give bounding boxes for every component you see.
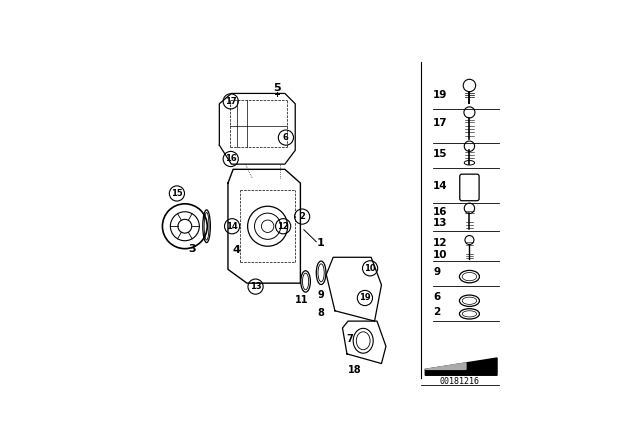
- Text: 6: 6: [283, 133, 289, 142]
- Text: 5: 5: [273, 83, 281, 93]
- Text: 7: 7: [346, 334, 353, 344]
- Text: 4: 4: [233, 246, 241, 255]
- Text: 17: 17: [433, 118, 448, 128]
- Text: 9: 9: [433, 267, 440, 277]
- Text: 18: 18: [348, 366, 362, 375]
- Text: 19: 19: [359, 293, 371, 302]
- Text: 1: 1: [317, 238, 324, 248]
- Text: 13: 13: [433, 219, 448, 228]
- Text: 14: 14: [226, 222, 238, 231]
- Text: 9: 9: [317, 290, 324, 300]
- Text: 12: 12: [433, 238, 448, 249]
- Text: 14: 14: [433, 181, 448, 190]
- Text: 16: 16: [225, 155, 237, 164]
- Text: 13: 13: [250, 282, 261, 291]
- Text: 10: 10: [433, 250, 448, 259]
- Polygon shape: [425, 363, 466, 370]
- Text: 11: 11: [296, 295, 309, 306]
- Text: 19: 19: [433, 90, 447, 100]
- Text: 2: 2: [299, 212, 305, 221]
- Text: 15: 15: [171, 189, 183, 198]
- Text: 16: 16: [433, 207, 448, 217]
- Text: 00181216: 00181216: [440, 377, 480, 386]
- Text: 3: 3: [188, 244, 196, 254]
- Text: 6: 6: [433, 292, 440, 302]
- Text: 12: 12: [277, 222, 289, 231]
- Text: 17: 17: [225, 97, 237, 106]
- Polygon shape: [425, 358, 497, 375]
- Text: 10: 10: [364, 264, 376, 273]
- Text: 2: 2: [433, 307, 440, 317]
- Text: 15: 15: [433, 149, 448, 159]
- Text: 8: 8: [317, 308, 324, 318]
